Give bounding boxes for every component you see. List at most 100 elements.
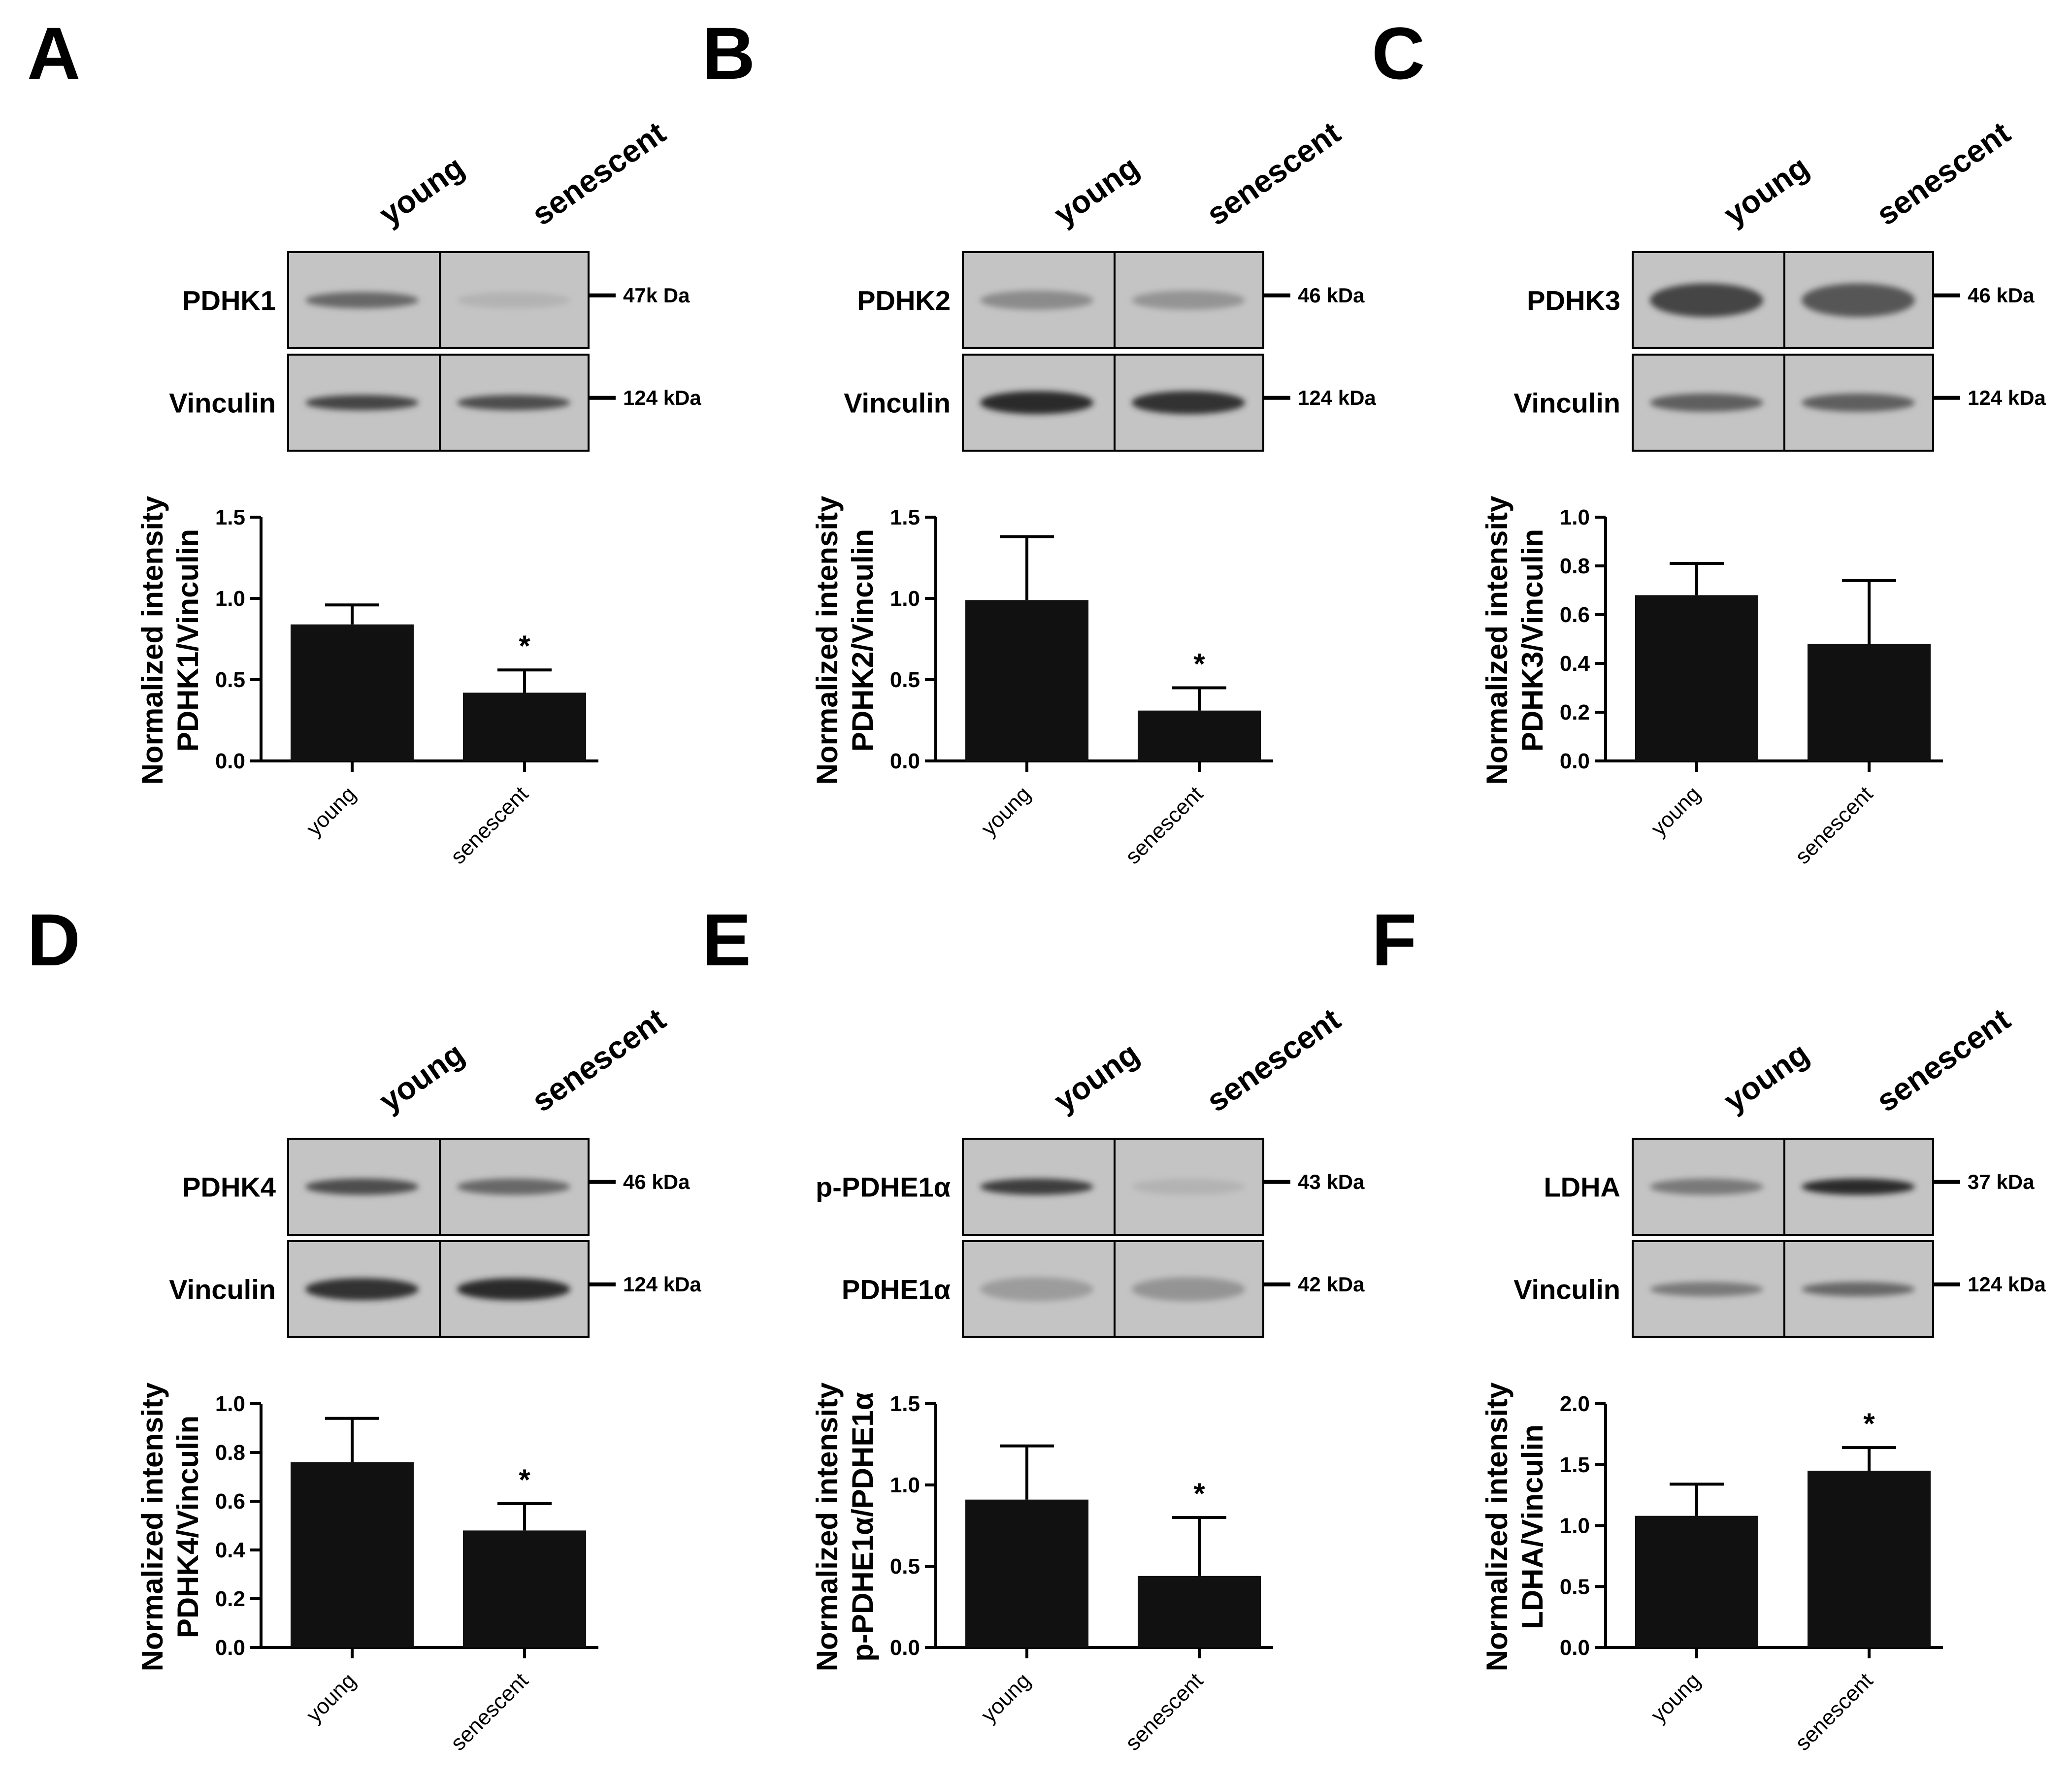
blot-row-0: PDHK3 46 kDa: [1527, 251, 2035, 349]
y-tick-label: 0.8: [1560, 554, 1590, 578]
band-senescent: [1802, 393, 1915, 412]
size-label: 37 kDa: [1968, 1170, 2035, 1193]
lane-label-senescent: senescent: [1870, 115, 2017, 232]
protein-label: PDHE1α: [842, 1274, 951, 1305]
band-young: [980, 1178, 1093, 1195]
significance-star: *: [519, 1463, 530, 1496]
bar-chart: Normalized intensity PDHK3/Vinculin 0.0 0.2…: [1480, 495, 1943, 869]
y-tick-label: 1.5: [890, 505, 920, 529]
band-senescent: [457, 292, 570, 309]
bar-young: [1635, 595, 1758, 761]
x-tick-label: senescent: [1121, 1668, 1208, 1755]
y-tick-label: 0.0: [1560, 1636, 1590, 1660]
significance-star: *: [1863, 1407, 1875, 1440]
blot-row-1: PDHE1α 42 kDa: [842, 1240, 1365, 1338]
blot-row-0: p-PDHE1α 43 kDa: [816, 1138, 1365, 1236]
y-tick-label: 0.2: [215, 1587, 245, 1611]
y-tick-label: 0.4: [215, 1538, 246, 1562]
y-tick-label: 1.0: [215, 587, 245, 611]
size-label: 47k Da: [623, 284, 690, 307]
y-tick-label: 1.0: [890, 587, 920, 611]
band-young: [1650, 283, 1763, 317]
bar-senescent: [1808, 1471, 1931, 1647]
bar-young: [965, 600, 1088, 761]
band-young: [980, 1277, 1093, 1301]
bar-senescent: [1138, 1576, 1261, 1647]
bar-senescent: [463, 1530, 586, 1647]
lane-label-senescent: senescent: [1870, 1001, 2017, 1119]
blot-row-1: Vinculin 124 kDa: [844, 354, 1376, 452]
bar-young: [291, 624, 414, 761]
x-tick-label: young: [1646, 1668, 1705, 1727]
size-label: 46 kDa: [1298, 284, 1365, 307]
band-senescent: [1132, 1277, 1245, 1301]
y-tick-label: 0.0: [215, 749, 245, 773]
y-tick-label: 0.5: [1560, 1575, 1590, 1599]
band-senescent: [457, 395, 570, 411]
size-label: 43 kDa: [1298, 1170, 1365, 1193]
size-label: 124 kDa: [1968, 386, 2046, 409]
size-label: 46 kDa: [1968, 284, 2035, 307]
size-label: 124 kDa: [1968, 1273, 2046, 1296]
y-axis-subtitle: PDHK4/Vinculin: [171, 1416, 204, 1638]
band-senescent: [1132, 1178, 1245, 1195]
y-tick-label: 1.0: [1560, 505, 1590, 529]
protein-label: Vinculin: [169, 388, 276, 419]
protein-label: Vinculin: [1513, 1274, 1620, 1305]
band-senescent: [1802, 1178, 1915, 1195]
y-axis-subtitle: LDHA/Vinculin: [1516, 1424, 1549, 1629]
y-axis-title: Normalized intensity: [1480, 495, 1513, 785]
y-tick-label: 0.0: [890, 1636, 920, 1660]
bar-senescent: [1808, 644, 1931, 761]
protein-label: PDHK1: [182, 285, 276, 316]
lane-label-young: young: [373, 149, 471, 232]
lane-label-senescent: senescent: [526, 115, 672, 232]
x-tick-label: senescent: [1791, 782, 1877, 868]
protein-label: Vinculin: [1513, 388, 1620, 419]
size-label: 124 kDa: [623, 1273, 701, 1296]
panel-letter: E: [702, 898, 751, 981]
protein-label: PDHK3: [1527, 285, 1620, 316]
panel-letter: D: [27, 898, 80, 981]
panel-letter: A: [27, 12, 80, 95]
protein-label: PDHK2: [857, 285, 951, 316]
protein-label: p-PDHE1α: [816, 1172, 951, 1203]
lane-label-senescent: senescent: [526, 1001, 672, 1119]
band-senescent: [1802, 283, 1915, 317]
y-tick-label: 0.6: [1560, 603, 1590, 627]
band-young: [305, 395, 419, 411]
y-axis-title: Normalized intensity: [811, 1382, 844, 1671]
bar-young: [965, 1499, 1088, 1647]
lane-label-young: young: [1717, 1035, 1815, 1119]
y-tick-label: 0.5: [215, 668, 245, 692]
band-senescent: [1132, 391, 1245, 414]
lane-label-senescent: senescent: [1200, 115, 1347, 232]
y-tick-label: 0.0: [215, 1636, 245, 1660]
y-tick-label: 1.5: [890, 1392, 920, 1416]
y-tick-label: 0.0: [1560, 749, 1590, 773]
protein-label: LDHA: [1544, 1172, 1620, 1203]
y-axis-subtitle: p-PDHE1α/PDHE1α: [846, 1392, 879, 1661]
bar-senescent: [1138, 710, 1261, 761]
y-axis-title: Normalized intensity: [136, 495, 169, 785]
band-young: [305, 1178, 419, 1195]
y-tick-label: 0.2: [1560, 700, 1590, 725]
panel-letter: B: [702, 12, 755, 95]
band-young: [305, 292, 419, 309]
y-axis-title: Normalized intensity: [811, 495, 844, 785]
y-tick-label: 0.5: [890, 668, 920, 692]
x-tick-label: young: [302, 1668, 361, 1727]
lane-label-young: young: [373, 1035, 471, 1119]
band-young: [1650, 393, 1763, 412]
blot-row-1: Vinculin 124 kDa: [169, 1240, 701, 1338]
bar-chart: Normalized intensity PDHK4/Vinculin 0.0 0.2…: [136, 1382, 598, 1755]
significance-star: *: [519, 629, 530, 662]
band-young: [305, 1278, 419, 1300]
y-tick-label: 1.5: [1560, 1453, 1590, 1477]
